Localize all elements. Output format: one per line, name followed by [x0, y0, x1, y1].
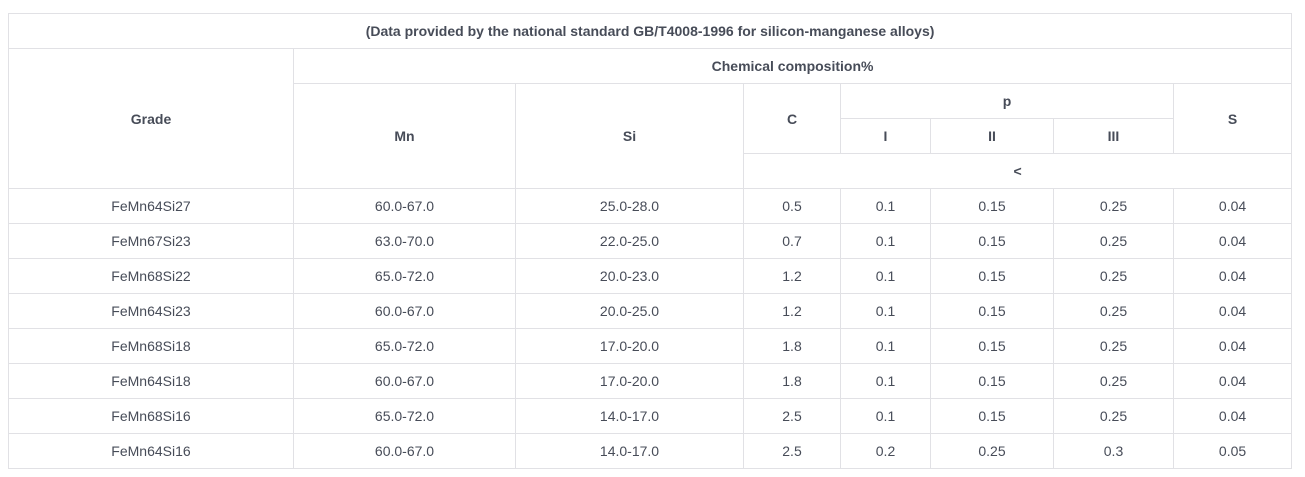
cell-grade: FeMn64Si23	[8, 293, 294, 329]
table-row: FeMn67Si23 63.0-70.0 22.0-25.0 0.7 0.1 0.15 0.…	[8, 223, 1293, 259]
alloy-spec-table: (Data provided by the national standard …	[7, 13, 1293, 469]
table-row: FeMn64Si27 60.0-67.0 25.0-28.0 0.5 0.1 0.15 0.…	[8, 188, 1293, 224]
cell-mn: 60.0-67.0	[293, 363, 516, 399]
cell-mn: 65.0-72.0	[293, 328, 516, 364]
cell-p1: 0.1	[840, 293, 931, 329]
cell-si: 14.0-17.0	[515, 398, 744, 434]
cell-p3: 0.25	[1053, 293, 1174, 329]
cell-p3: 0.25	[1053, 328, 1174, 364]
title-row: (Data provided by the national standard …	[7, 13, 1293, 49]
cell-p1: 0.2	[840, 433, 931, 469]
cell-s: 0.05	[1172, 433, 1293, 469]
cell-p1: 0.1	[840, 188, 931, 224]
cell-mn: 63.0-70.0	[293, 223, 516, 259]
cell-c: 1.2	[743, 258, 841, 294]
cell-grade: FeMn68Si22	[8, 258, 294, 294]
cell-c: 2.5	[743, 398, 841, 434]
header-row-composition: Grade Chemical composition%	[8, 48, 1293, 189]
cell-c: 0.7	[743, 223, 841, 259]
cell-mn: 60.0-67.0	[293, 293, 516, 329]
cell-p2: 0.15	[930, 223, 1054, 259]
column-header-mn: Mn	[293, 83, 516, 189]
cell-mn: 65.0-72.0	[293, 398, 516, 434]
cell-si: 20.0-25.0	[515, 293, 744, 329]
header-row-elements: Mn Si C p S	[9, 83, 1293, 189]
cell-grade: FeMn67Si23	[8, 223, 294, 259]
cell-p2: 0.15	[930, 328, 1054, 364]
cell-grade: FeMn68Si18	[8, 328, 294, 364]
cell-c: 1.2	[743, 293, 841, 329]
cell-p2: 0.15	[930, 258, 1054, 294]
cell-mn: 60.0-67.0	[293, 433, 516, 469]
cell-grade: FeMn64Si27	[8, 188, 294, 224]
table-row: FeMn68Si16 65.0-72.0 14.0-17.0 2.5 0.1 0.15 0.…	[8, 398, 1293, 434]
cell-si: 17.0-20.0	[515, 363, 744, 399]
cell-p3: 0.25	[1053, 188, 1174, 224]
cell-c: 1.8	[743, 363, 841, 399]
cell-s: 0.04	[1172, 223, 1293, 259]
cell-p3: 0.25	[1053, 258, 1174, 294]
cell-grade: FeMn68Si16	[8, 398, 294, 434]
column-header-p-grade-3: III	[1053, 118, 1174, 154]
column-header-si: Si	[515, 83, 744, 189]
header-row-limit: <	[9, 153, 1293, 189]
table-row: FeMn68Si22 65.0-72.0 20.0-23.0 1.2 0.1 0.15 0.…	[8, 258, 1293, 294]
cell-si: 20.0-23.0	[515, 258, 744, 294]
column-header-p-grade-2: II	[930, 118, 1054, 154]
table-row: FeMn64Si23 60.0-67.0 20.0-25.0 1.2 0.1 0.15 0.…	[8, 293, 1293, 329]
cell-si: 22.0-25.0	[515, 223, 744, 259]
column-group-header-chemical-composition: Chemical composition%	[292, 48, 1293, 84]
cell-si: 14.0-17.0	[515, 433, 744, 469]
cell-p1: 0.1	[840, 258, 931, 294]
table-title: (Data provided by the national standard …	[7, 13, 1293, 49]
alloy-spec-table-container: (Data provided by the national standard …	[7, 13, 1293, 469]
cell-p2: 0.25	[930, 433, 1054, 469]
cell-p2: 0.15	[930, 363, 1054, 399]
cell-p1: 0.1	[840, 363, 931, 399]
cell-p1: 0.1	[840, 328, 931, 364]
cell-s: 0.04	[1172, 258, 1293, 294]
cell-s: 0.04	[1172, 363, 1293, 399]
table-row: FeMn68Si18 65.0-72.0 17.0-20.0 1.8 0.1 0.15 0.…	[8, 328, 1293, 364]
cell-p3: 0.25	[1053, 363, 1174, 399]
cell-mn: 65.0-72.0	[293, 258, 516, 294]
cell-p1: 0.1	[840, 398, 931, 434]
cell-c: 2.5	[743, 433, 841, 469]
cell-p2: 0.15	[930, 188, 1054, 224]
cell-c: 1.8	[743, 328, 841, 364]
cell-si: 25.0-28.0	[515, 188, 744, 224]
cell-s: 0.04	[1172, 188, 1293, 224]
cell-mn: 60.0-67.0	[293, 188, 516, 224]
column-header-c: C	[743, 83, 841, 154]
cell-si: 17.0-20.0	[515, 328, 744, 364]
cell-s: 0.04	[1172, 398, 1293, 434]
max-limit-symbol: <	[742, 153, 1293, 189]
cell-grade: FeMn64Si16	[8, 433, 294, 469]
cell-p3: 0.25	[1053, 398, 1174, 434]
cell-p2: 0.15	[930, 293, 1054, 329]
column-header-s: S	[1172, 83, 1293, 154]
cell-p3: 0.25	[1053, 223, 1174, 259]
table-row: FeMn64Si18 60.0-67.0 17.0-20.0 1.8 0.1 0.15 0.…	[8, 363, 1293, 399]
column-header-grade: Grade	[8, 48, 294, 189]
cell-p2: 0.15	[930, 398, 1054, 434]
table-row: FeMn64Si16 60.0-67.0 14.0-17.0 2.5 0.2 0.25 0.…	[8, 433, 1293, 469]
cell-s: 0.04	[1172, 328, 1293, 364]
cell-p3: 0.3	[1053, 433, 1174, 469]
cell-c: 0.5	[743, 188, 841, 224]
cell-grade: FeMn64Si18	[8, 363, 294, 399]
cell-p1: 0.1	[840, 223, 931, 259]
column-header-p-grade-1: I	[840, 118, 931, 154]
column-group-header-p: p	[840, 83, 1174, 119]
cell-s: 0.04	[1172, 293, 1293, 329]
